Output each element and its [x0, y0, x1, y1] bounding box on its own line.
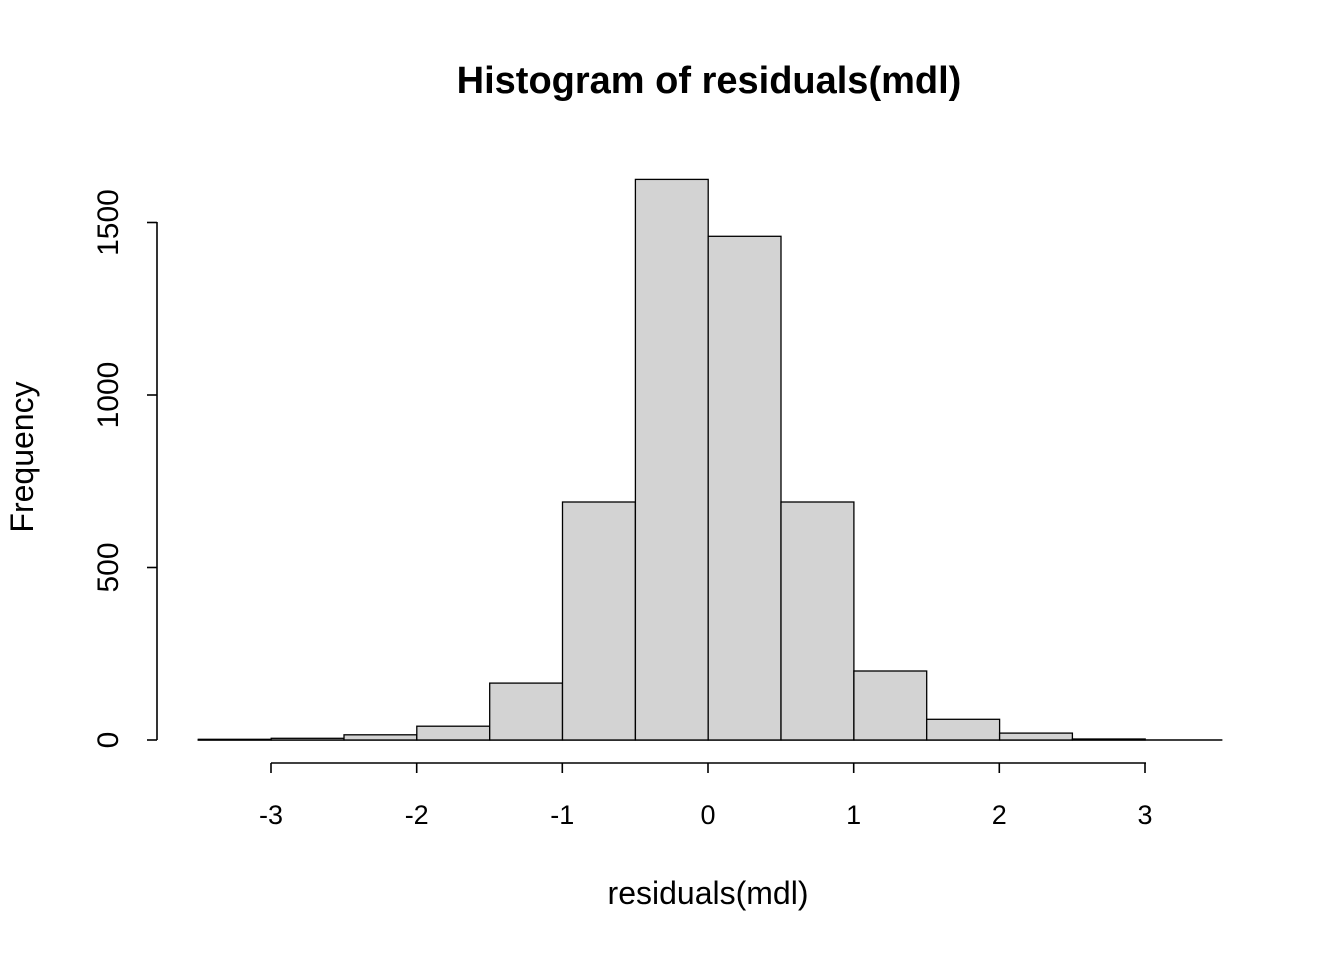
svg-text:-1: -1	[550, 800, 574, 830]
svg-text:2: 2	[992, 800, 1007, 830]
svg-text:-3: -3	[259, 800, 283, 830]
svg-text:0: 0	[700, 800, 715, 830]
svg-text:-2: -2	[405, 800, 429, 830]
svg-text:1000: 1000	[92, 362, 125, 429]
svg-text:Frequency: Frequency	[4, 381, 40, 532]
svg-text:3: 3	[1137, 800, 1152, 830]
svg-text:1: 1	[846, 800, 861, 830]
svg-text:500: 500	[92, 542, 125, 592]
svg-text:1500: 1500	[92, 189, 125, 256]
svg-text:Histogram of residuals(mdl): Histogram of residuals(mdl)	[457, 60, 962, 102]
svg-text:residuals(mdl): residuals(mdl)	[608, 875, 809, 911]
svg-text:0: 0	[92, 732, 125, 749]
